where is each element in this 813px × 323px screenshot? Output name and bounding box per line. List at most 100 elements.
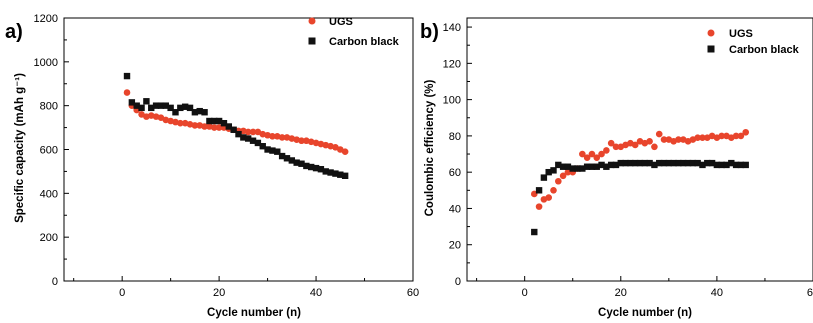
panel-a-legend-carbon-black-marker — [308, 37, 316, 45]
panel-a-frame — [63, 17, 414, 282]
panel-b-carbon-black-point — [564, 163, 572, 170]
panel-a-carbon-black-point — [308, 163, 315, 171]
panel-b-y-tick-label: 100 — [443, 95, 461, 107]
panel-b-ugs-point — [603, 147, 610, 154]
panel-b-y-axis-title: Coulombic efficiency (%) — [424, 79, 436, 216]
panel-a-ugs-point — [278, 134, 286, 141]
panel-b-carbon-black-point — [617, 159, 624, 167]
panel-b-carbon-black-point — [684, 159, 692, 167]
panel-a-carbon-black-point — [148, 104, 155, 112]
panel-a-carbon-black-point — [283, 155, 291, 162]
panel-b-frame — [466, 17, 813, 282]
panel-b-label: b) — [420, 21, 439, 43]
panel-b-ugs-point — [545, 194, 552, 201]
panel-a-carbon-black-point — [143, 98, 150, 105]
panel-a-y-tick-label: 200 — [40, 232, 58, 244]
panel-b-carbon-black-point — [680, 159, 687, 167]
panel-b-carbon-black-point — [646, 159, 653, 167]
panel-a-carbon-black-point — [244, 135, 252, 142]
panel-b-carbon-black-point — [651, 161, 658, 169]
panel-a-carbon-black-point — [332, 170, 339, 177]
panel-a-ugs-point — [201, 123, 208, 130]
panel-a-x-tick-label: 0 — [119, 287, 125, 299]
panel-a-carbon-black-point — [172, 109, 179, 116]
panel-a-carbon-black-point — [254, 139, 262, 147]
panel-a-carbon-black-point — [230, 126, 237, 133]
panel-b-y-tick-label: 0 — [455, 276, 461, 288]
panel-b-ugs-point — [651, 143, 658, 151]
panel-b-carbon-black-point — [718, 161, 725, 169]
panel-b-carbon-black-point — [574, 165, 581, 172]
panel-b-carbon-black-point — [732, 161, 740, 169]
panel-b-ugs-point — [583, 154, 591, 161]
panel-b-ugs-point — [646, 138, 653, 145]
panel-a-x-tick-label: 60 — [407, 287, 419, 299]
panel-a-carbon-black-point — [206, 117, 213, 125]
panel-b-carbon-black-point — [641, 159, 649, 167]
panel-b-ugs-point — [588, 150, 596, 158]
panel-a-carbon-black-point — [274, 148, 281, 155]
panel-a-legend-ugs-label: UGS — [329, 16, 353, 28]
panel-b-carbon-black-point — [540, 174, 548, 181]
panel-b-x-axis-title: Cycle number (n) — [598, 307, 692, 319]
panel-b-carbon-black-point — [728, 159, 735, 167]
panel-a-y-tick-label: 400 — [40, 188, 58, 200]
panel-b-ugs-point — [660, 136, 668, 143]
panel-a-carbon-black-point — [123, 72, 131, 80]
panel-b-x-tick-label: 60 — [807, 287, 813, 299]
panel-b-y-tick-label: 80 — [449, 131, 461, 143]
panel-b-y-tick-label: 140 — [443, 22, 461, 34]
panel-a-carbon-black-point — [215, 117, 223, 125]
panel-b-carbon-black-point — [656, 159, 663, 167]
panel-a-carbon-black-point — [249, 137, 257, 144]
panel-b-y-tick-label: 20 — [449, 240, 461, 252]
panel-b-carbon-black-point — [603, 163, 610, 170]
panel-a-x-tick-label: 40 — [310, 287, 322, 299]
panel-b-carbon-black-point — [704, 159, 711, 167]
panel-a-y-tick-label: 800 — [40, 101, 58, 113]
panel-b-carbon-black-point — [737, 161, 745, 169]
panel-a-legend-ugs-marker — [308, 17, 316, 25]
panel-a-carbon-black-point — [133, 102, 140, 109]
panel-b-carbon-black-point — [535, 187, 543, 194]
panel-a-carbon-black-point — [312, 164, 320, 172]
panel-b-carbon-black-point — [708, 159, 716, 167]
panel-a-ugs-point — [177, 119, 184, 127]
panel-b-carbon-black-point — [742, 161, 749, 169]
panel-b-ugs-point — [675, 136, 682, 143]
panel-a-y-tick-label: 600 — [40, 145, 58, 157]
panel-a-x-tick-label: 20 — [213, 287, 225, 299]
panel-a-carbon-black-point — [278, 152, 286, 160]
panel-b-carbon-black-point — [627, 159, 634, 167]
panel-b-legend-carbon-black-label: Carbon black — [729, 44, 800, 56]
panel-a-ugs-point — [249, 128, 257, 136]
panel-a-y-tick-label: 0 — [52, 276, 58, 288]
panel-b-carbon-black-point — [598, 161, 605, 169]
panel-a-carbon-black-point — [288, 157, 296, 164]
panel-a-carbon-black-point — [201, 109, 208, 116]
panel-b-ugs-point — [737, 132, 745, 140]
panel-a-carbon-black-point — [157, 102, 165, 109]
panel-a-carbon-black-point — [322, 168, 329, 175]
panel-b-y-tick-label: 60 — [449, 167, 461, 179]
panel-b-ugs-point — [732, 132, 740, 140]
panel-b-ugs-point — [631, 141, 639, 149]
panel-b-carbon-black-point — [531, 228, 538, 236]
panel-a: a) Specific capacity (mAh g⁻¹) Cycle num… — [5, 13, 419, 319]
panel-a-ugs-point — [123, 89, 131, 96]
panel-a-ugs-point — [191, 122, 199, 129]
panel-b-carbon-black-point — [689, 159, 697, 167]
panel-a-carbon-black-point — [235, 130, 242, 138]
panel-b-ugs-point — [655, 130, 663, 138]
panel-b-x-tick-label: 0 — [522, 287, 528, 299]
panel-b-ugs-point — [559, 172, 567, 180]
panel-a-y-tick-label: 1200 — [34, 13, 58, 25]
panel-b-legend-ugs-marker — [707, 29, 715, 37]
panel-a-carbon-black-point — [240, 134, 247, 141]
panel-a-carbon-black-point — [177, 104, 184, 112]
panel-a-carbon-black-point — [269, 147, 276, 154]
panel-b-legend-ugs-label: UGS — [729, 28, 753, 40]
panel-b-carbon-black-point — [636, 159, 644, 167]
panel-b-carbon-black-point — [555, 161, 562, 169]
panel-a-carbon-black-point — [191, 109, 199, 116]
